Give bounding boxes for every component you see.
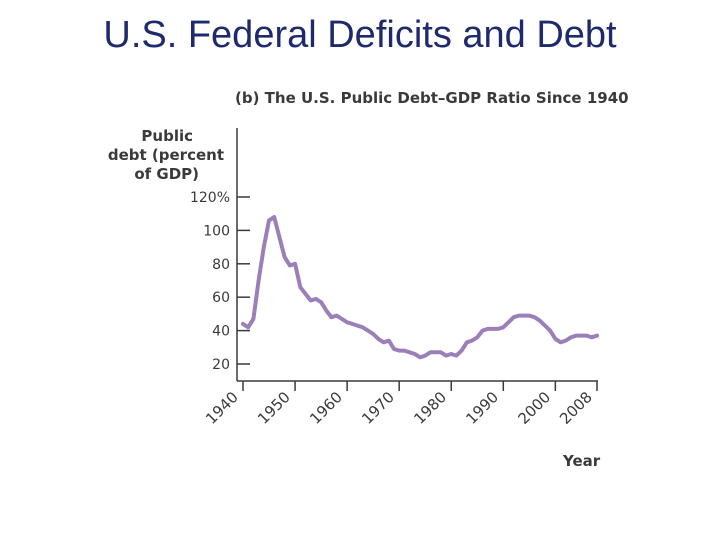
y-axis-label-line-1: Public	[141, 127, 193, 145]
y-axis-label-line-3: of GDP)	[134, 165, 199, 183]
y-tick-label: 120%	[190, 190, 230, 206]
series-group	[241, 215, 599, 360]
x-ticks: 1940 1950 1960 1970 1980 1990 2000 2008	[202, 381, 598, 428]
x-tick-label: 1980	[410, 388, 450, 428]
x-tick-label: 2008	[556, 388, 596, 428]
x-tick-label: 1950	[254, 388, 294, 428]
y-axis-label-line-2: debt (percent	[108, 146, 224, 164]
y-tick-label: 40	[212, 324, 230, 340]
y-tick-label: 60	[212, 290, 230, 306]
y-tick-label: 20	[212, 357, 230, 373]
chart-title: (b) The U.S. Public Debt–GDP Ratio Since…	[235, 89, 629, 107]
debt-gdp-line	[241, 215, 599, 360]
y-tick-label: 100	[203, 223, 230, 239]
x-axis-label: Year	[562, 452, 601, 470]
x-tick-label: 1940	[202, 388, 242, 428]
y-tick-label: 80	[212, 257, 230, 273]
x-tick-label: 2000	[514, 388, 554, 428]
x-tick-label: 1970	[358, 388, 398, 428]
y-ticks: 20 40 60 80 100 120%	[190, 190, 250, 373]
slide-title: U.S. Federal Deficits and Debt	[103, 14, 617, 56]
x-tick-label: 1990	[462, 388, 502, 428]
x-tick-label: 1960	[306, 388, 346, 428]
